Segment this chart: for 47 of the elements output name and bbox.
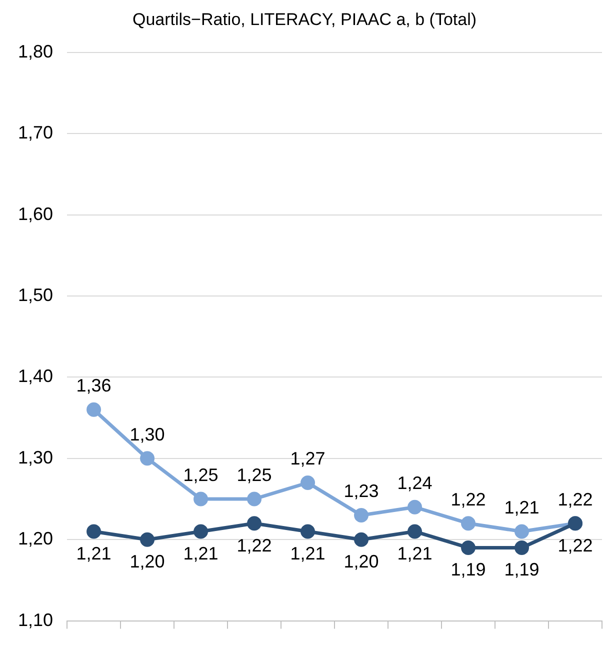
data-label: 1,23 xyxy=(344,481,379,502)
data-label: 1,22 xyxy=(236,535,272,556)
point xyxy=(514,524,530,539)
point xyxy=(86,524,102,539)
point xyxy=(140,532,155,547)
point xyxy=(408,500,422,514)
point xyxy=(140,451,155,466)
data-label: 1,19 xyxy=(504,560,540,580)
point xyxy=(354,508,369,522)
point xyxy=(194,524,208,539)
y-tick-label: 1,80 xyxy=(18,41,54,62)
data-label: 1,19 xyxy=(450,560,486,580)
point xyxy=(247,492,262,506)
data-label: 1,22 xyxy=(558,489,593,510)
point xyxy=(461,540,476,555)
data-label: 1,27 xyxy=(290,448,326,469)
point xyxy=(461,516,476,531)
point xyxy=(514,540,530,555)
data-label: 1,25 xyxy=(183,464,218,485)
y-tick-label: 1,50 xyxy=(18,284,54,305)
data-label: 1,21 xyxy=(504,497,540,518)
data-label: 1,21 xyxy=(183,543,218,564)
chart-title: Quartils−Ratio, LITERACY, PIAAC a, b (Total) xyxy=(132,10,477,29)
data-label: 1,22 xyxy=(558,535,593,556)
data-label: 1,21 xyxy=(76,543,112,564)
y-tick-label: 1,60 xyxy=(18,204,54,224)
data-label: 1,22 xyxy=(450,489,486,510)
point xyxy=(300,476,316,490)
point xyxy=(300,524,316,539)
y-tick-label: 1,40 xyxy=(18,366,54,386)
data-label: 1,24 xyxy=(397,473,432,494)
point xyxy=(86,402,102,417)
data-label: 1,21 xyxy=(397,543,432,564)
data-label: 1,20 xyxy=(130,552,165,572)
y-tick-label: 1,30 xyxy=(18,447,54,468)
point xyxy=(194,492,208,506)
point xyxy=(247,516,262,531)
point xyxy=(408,524,422,539)
y-tick-label: 1,10 xyxy=(18,610,54,630)
point xyxy=(354,532,369,547)
y-tick-label: 1,70 xyxy=(18,122,54,143)
y-tick-label: 1,20 xyxy=(18,528,54,549)
data-label: 1,21 xyxy=(290,543,326,564)
data-label: 1,25 xyxy=(236,464,272,485)
data-label: 1,30 xyxy=(130,424,165,444)
data-label: 1,20 xyxy=(344,552,379,572)
data-label: 1,36 xyxy=(76,376,112,396)
